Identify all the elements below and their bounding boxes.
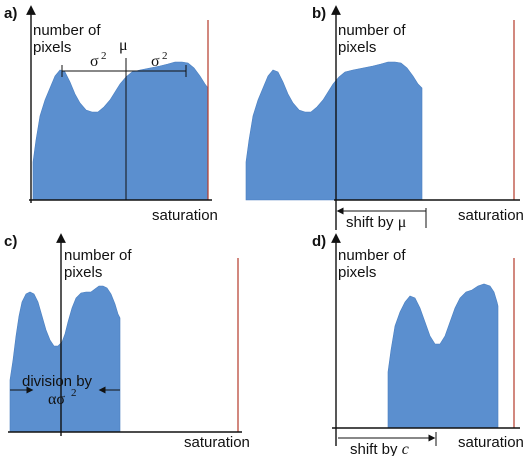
panel-d-xlabel: saturation <box>458 434 524 451</box>
panel-a-histogram <box>32 61 209 201</box>
panel-a-mu-label: μ <box>119 37 128 54</box>
panel-a-sigma-right-sup: 2 <box>162 50 168 62</box>
panel-a-sigma-right: σ <box>151 53 160 70</box>
panel-d-letter: d) <box>312 233 326 250</box>
panel-a-sigma-left: σ <box>90 53 99 70</box>
panel-c-xlabel: saturation <box>184 434 250 451</box>
panel-d-shift-text: shift by <box>350 441 402 456</box>
panel-b-shift-label: shift by μ <box>346 214 406 231</box>
panel-b-ylabel-line1: number of <box>338 22 406 39</box>
panel-c-ylabel-line2: pixels <box>64 264 102 281</box>
panel-a-ylabel-line1: number of <box>33 22 101 39</box>
panel-d-histogram <box>387 283 499 429</box>
panel-c-histogram <box>9 285 121 433</box>
panel-b: b) number of pixels shift by μ saturatio… <box>245 5 524 231</box>
panel-c-letter: c) <box>4 233 17 250</box>
panel-b-xlabel: saturation <box>458 207 524 224</box>
panel-d-ylabel-line2: pixels <box>338 264 376 281</box>
panel-b-ylabel-line2: pixels <box>338 39 376 56</box>
panel-c-division-label: division by <box>22 373 93 390</box>
panel-c-division-sup: 2 <box>71 387 77 399</box>
panel-d-shift-symbol: c <box>402 441 409 456</box>
panel-d-shift-label: shift by c <box>350 441 409 456</box>
panel-b-histogram <box>245 61 423 201</box>
panel-c-ylabel-line1: number of <box>64 247 132 264</box>
panel-a-sigma-left-sup: 2 <box>101 50 107 62</box>
panel-b-letter: b) <box>312 5 326 22</box>
panel-a-letter: a) <box>4 5 17 22</box>
panel-a-ylabel-line2: pixels <box>33 39 71 56</box>
panel-d-ylabel-line1: number of <box>338 247 406 264</box>
panel-a-xlabel: saturation <box>152 207 218 224</box>
panel-c: c) number of pixels division by ασ 2 sat… <box>4 233 250 451</box>
panel-d: d) number of pixels shift by c saturatio… <box>312 233 524 456</box>
panel-a: a) number of pixels μ σ 2 σ 2 saturation <box>4 5 218 224</box>
panel-c-division-symbol: ασ <box>48 391 65 408</box>
panel-b-shift-text: shift by <box>346 214 398 231</box>
panel-b-shift-symbol: μ <box>398 214 407 231</box>
